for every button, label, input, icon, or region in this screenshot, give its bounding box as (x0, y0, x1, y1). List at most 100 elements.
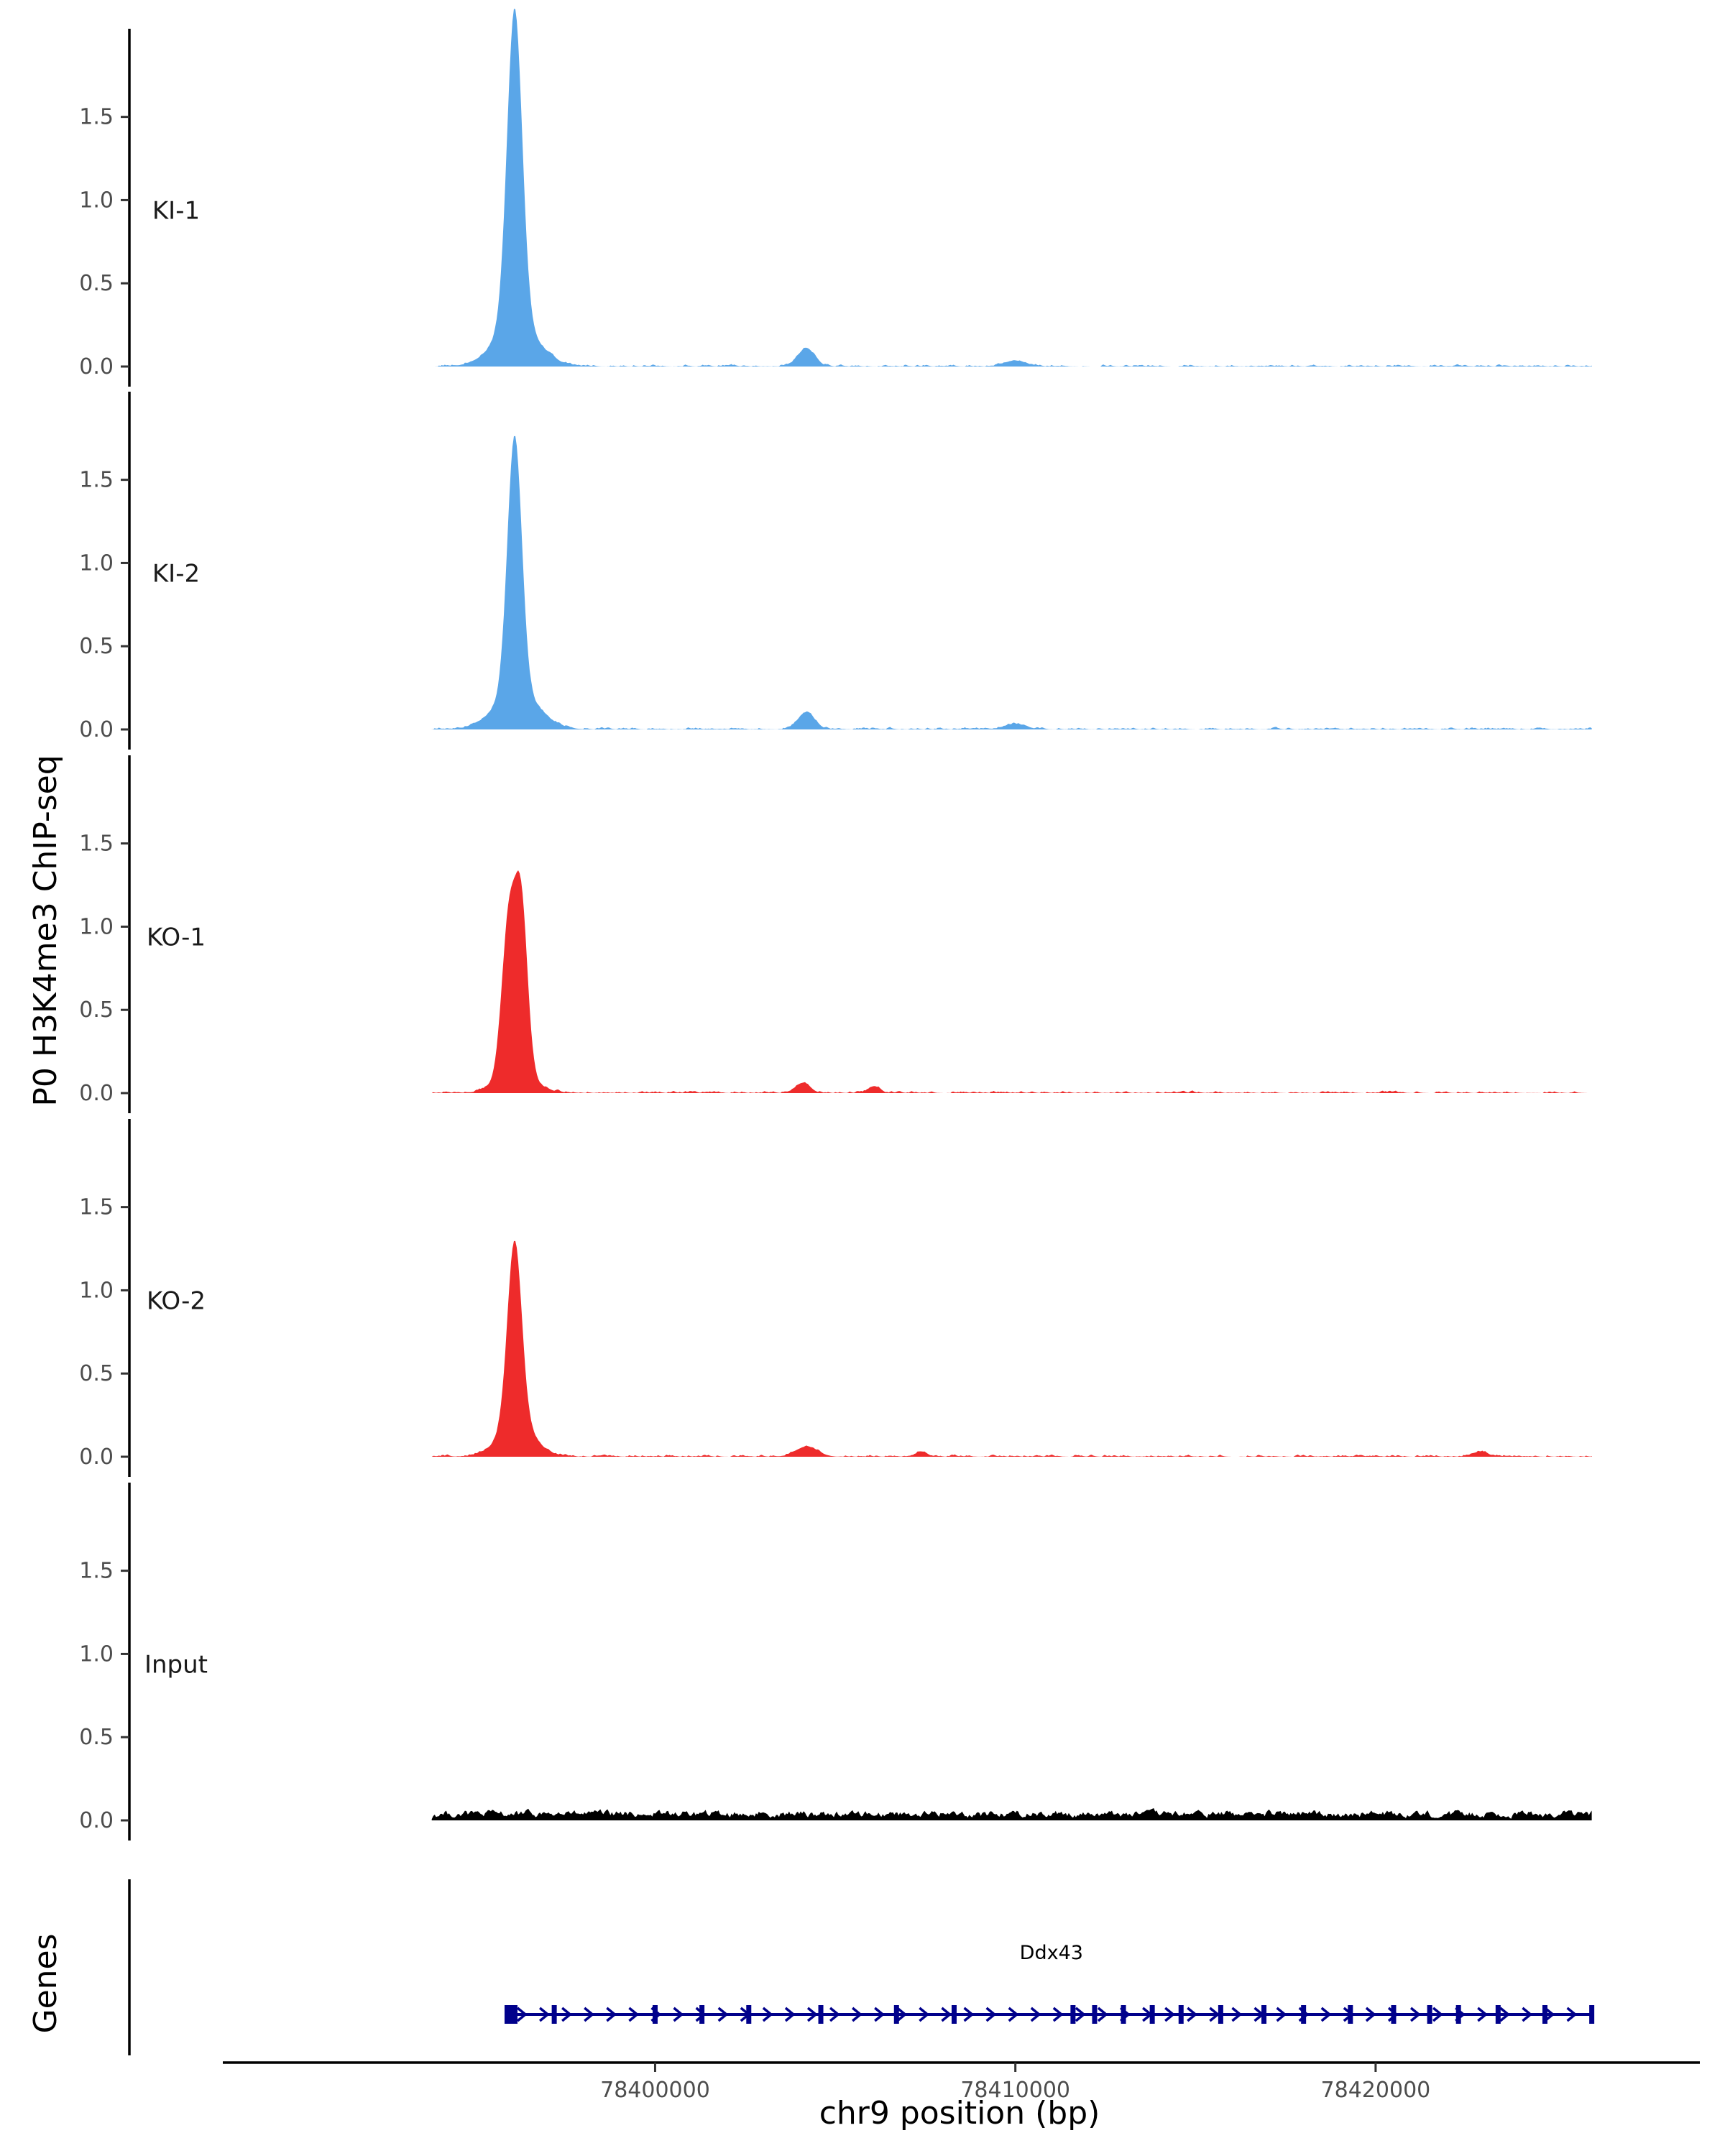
x-tick-label: 78420000 (1321, 2078, 1431, 2103)
track-label: Input (144, 1650, 208, 1679)
y-tick-label: 1.5 (79, 831, 114, 857)
genes-track: Ddx43 (128, 1879, 1595, 2055)
strand-arrow (829, 2007, 840, 2022)
exon (1092, 2005, 1098, 2024)
track-ki-1: 0.0 0.5 1.0 1.5 KI-1 (79, 9, 1592, 387)
exon (1070, 2005, 1076, 2024)
exon (1121, 2005, 1126, 2024)
exon (1455, 2005, 1461, 2024)
x-tick-label: 78400000 (600, 2078, 710, 2103)
x-tick-label: 78410000 (960, 2078, 1070, 2103)
gene-name-label: Ddx43 (1020, 1942, 1083, 1964)
y-tick-label: 1.5 (79, 1559, 114, 1584)
strand-arrow (1276, 2007, 1287, 2022)
exon (818, 2005, 824, 2024)
track-label: KI-2 (152, 559, 200, 588)
track-label: KO-1 (147, 923, 206, 952)
y-tick-label: 1.0 (79, 1641, 114, 1667)
x-axis-title: chr9 position (bp) (819, 2095, 1100, 2132)
y-tick-label: 1.0 (79, 550, 114, 576)
strand-arrow (1075, 2007, 1086, 2022)
track-ko-2: 0.0 0.5 1.0 1.5 KO-2 (79, 1119, 1592, 1477)
exon (699, 2005, 705, 2024)
y-tick-label: 1.0 (79, 1278, 114, 1303)
signal-tracks: 0.0 0.5 1.0 1.5 KI-1 0.0 0.5 1.0 1.5 KI-2 0.0 0.5 1.… (79, 9, 1592, 1841)
y-tick-label: 0.5 (79, 634, 114, 659)
strand-arrow (806, 2007, 818, 2022)
track-label: KI-1 (152, 196, 200, 225)
y-tick-label: 0.5 (79, 1725, 114, 1750)
strand-arrow (1365, 2007, 1376, 2022)
genes-axis-title: Genes (27, 1933, 64, 2033)
y-tick-label: 0.5 (79, 998, 114, 1023)
y-tick-label: 1.5 (79, 105, 114, 130)
exon (551, 2005, 557, 2024)
track-label: KO-2 (147, 1286, 206, 1315)
strand-arrow (1409, 2007, 1421, 2022)
strand-arrow (584, 2007, 595, 2022)
y-tick-label: 0.0 (79, 1081, 114, 1106)
strand-arrow (1164, 2007, 1175, 2022)
exon (652, 2005, 658, 2024)
y-axis-title: P0 H3K4me3 ChIP-seq (27, 755, 64, 1106)
exon (1178, 2005, 1184, 2024)
y-tick-label: 0.5 (79, 1361, 114, 1386)
y-tick-label: 1.5 (79, 468, 114, 493)
strand-arrow (1030, 2007, 1041, 2022)
y-tick-label: 1.0 (79, 188, 114, 213)
exon (1218, 2005, 1223, 2024)
strand-arrow (673, 2007, 684, 2022)
strand-arrow (852, 2007, 862, 2022)
exon (1542, 2005, 1547, 2024)
strand-arrow (1566, 2007, 1578, 2022)
exon (1427, 2005, 1432, 2024)
strand-arrow (941, 2007, 952, 2022)
strand-arrow (1544, 2007, 1555, 2022)
strand-arrow (628, 2007, 640, 2022)
strand-arrow (1052, 2007, 1064, 2022)
exon (1348, 2005, 1353, 2024)
strand-arrow (1008, 2007, 1019, 2022)
exon (893, 2005, 899, 2024)
strand-arrow (1320, 2007, 1332, 2022)
strand-arrow (538, 2007, 550, 2022)
signal-area-ko-1 (431, 870, 1592, 1093)
strand-arrow (874, 2007, 885, 2022)
strand-arrow (1209, 2007, 1220, 2022)
strand-arrow (1187, 2007, 1198, 2022)
x-axis: 78400000 78410000 78420000 (223, 2061, 1700, 2103)
track-ki-2: 0.0 0.5 1.0 1.5 KI-2 (79, 392, 1592, 750)
exon (1495, 2005, 1501, 2024)
exon (504, 2005, 518, 2024)
exon (1149, 2005, 1155, 2024)
y-tick-label: 0.0 (79, 717, 114, 742)
track-ko-1: 0.0 0.5 1.0 1.5 KO-1 (79, 755, 1592, 1113)
y-tick-label: 0.0 (79, 1808, 114, 1833)
exon (1261, 2005, 1267, 2024)
strand-arrow (561, 2007, 572, 2022)
strand-arrow (516, 2007, 528, 2022)
y-tick-label: 1.5 (79, 1195, 114, 1220)
signal-area-ko-2 (431, 1240, 1592, 1457)
strand-arrow (1097, 2007, 1108, 2022)
y-tick-label: 0.0 (79, 354, 114, 379)
track-input: 0.0 0.5 1.0 1.5 Input (79, 1483, 1592, 1841)
signal-area-ki-1 (431, 9, 1592, 367)
strand-arrow (606, 2007, 617, 2022)
exon (951, 2005, 957, 2024)
strand-arrow (1432, 2007, 1443, 2022)
y-tick-label: 1.0 (79, 914, 114, 939)
strand-arrow (762, 2007, 773, 2022)
strand-arrow (1231, 2007, 1243, 2022)
signal-area-ki-2 (431, 436, 1592, 729)
signal-area-input (431, 1808, 1592, 1820)
exon (1301, 2005, 1307, 2024)
exon (1391, 2005, 1397, 2024)
strand-arrow (985, 2007, 997, 2022)
y-tick-label: 0.5 (79, 271, 114, 296)
exon (1589, 2005, 1595, 2024)
strand-arrow (1477, 2007, 1489, 2022)
strand-arrow (896, 2007, 908, 2022)
strand-arrow (1499, 2007, 1511, 2022)
strand-arrow (919, 2007, 930, 2022)
